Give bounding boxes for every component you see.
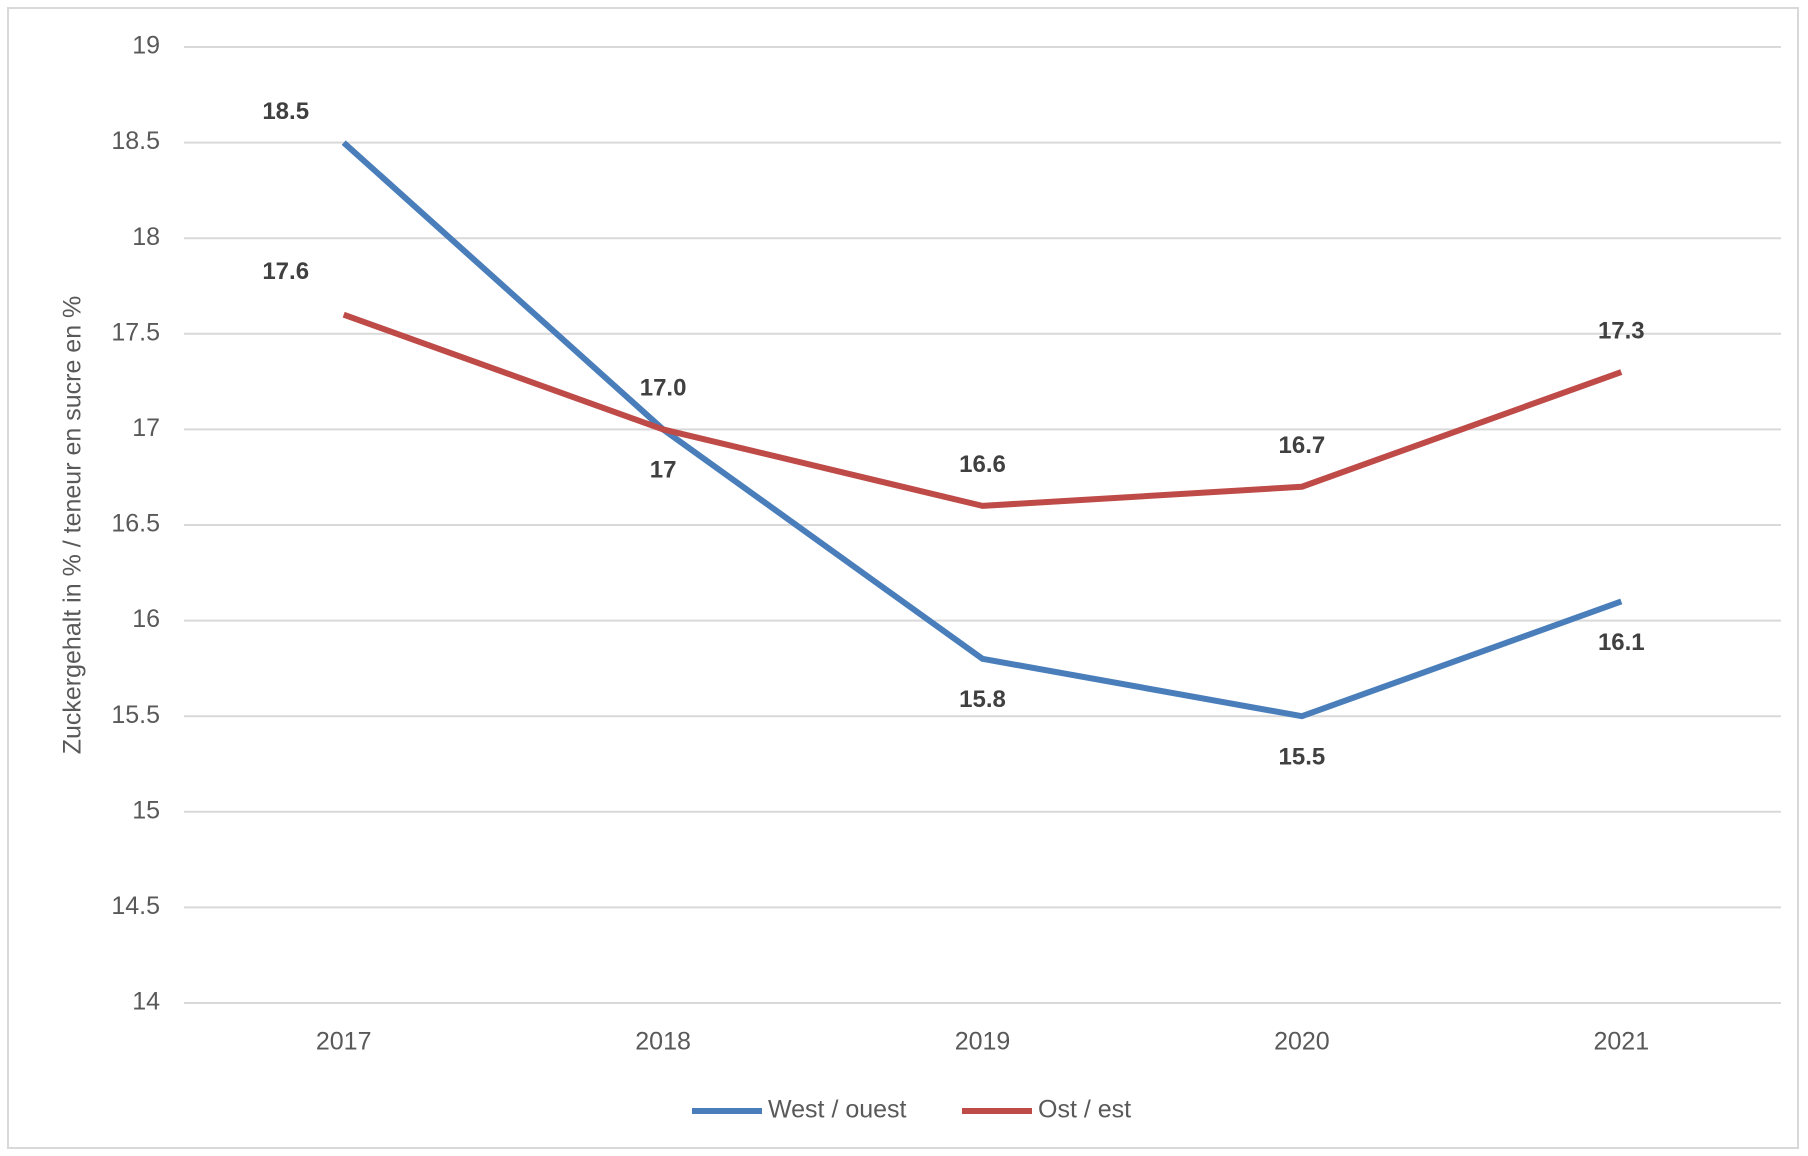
chart-frame — [8, 8, 1798, 1148]
legend-label: West / ouest — [768, 1096, 907, 1124]
y-tick-label: 15 — [132, 796, 160, 824]
data-label: 16.7 — [1279, 432, 1326, 459]
x-tick-label: 2018 — [635, 1028, 691, 1056]
y-tick-label: 17 — [132, 414, 160, 442]
x-tick-label: 2017 — [316, 1028, 372, 1056]
data-label: 15.8 — [959, 686, 1006, 713]
y-tick-label: 18 — [132, 223, 160, 251]
data-label: 16.6 — [959, 451, 1006, 478]
chart: Zuckergehalt in % / teneur en sucre en %… — [0, 0, 1808, 1156]
legend-label: Ost / est — [1038, 1096, 1131, 1124]
y-tick-label: 19 — [132, 32, 160, 60]
y-tick-label: 16.5 — [111, 510, 160, 538]
y-tick-label: 18.5 — [111, 127, 160, 155]
y-tick-label: 14.5 — [111, 892, 160, 920]
y-tick-label: 14 — [132, 988, 160, 1016]
y-axis-label: Zuckergehalt in % / teneur en sucre en % — [59, 296, 87, 755]
x-tick-label: 2019 — [955, 1028, 1011, 1056]
y-tick-label: 16 — [132, 605, 160, 633]
data-label: 16.1 — [1598, 629, 1645, 656]
data-label: 18.5 — [262, 98, 309, 125]
x-tick-label: 2020 — [1274, 1028, 1330, 1056]
data-label: 17.6 — [262, 258, 309, 285]
data-label: 17.0 — [640, 375, 687, 402]
y-tick-label: 17.5 — [111, 318, 160, 346]
data-label: 17.3 — [1598, 317, 1645, 344]
data-label: 15.5 — [1279, 744, 1326, 771]
y-tick-label: 15.5 — [111, 701, 160, 729]
x-tick-label: 2021 — [1593, 1028, 1649, 1056]
data-label: 17 — [650, 457, 677, 484]
